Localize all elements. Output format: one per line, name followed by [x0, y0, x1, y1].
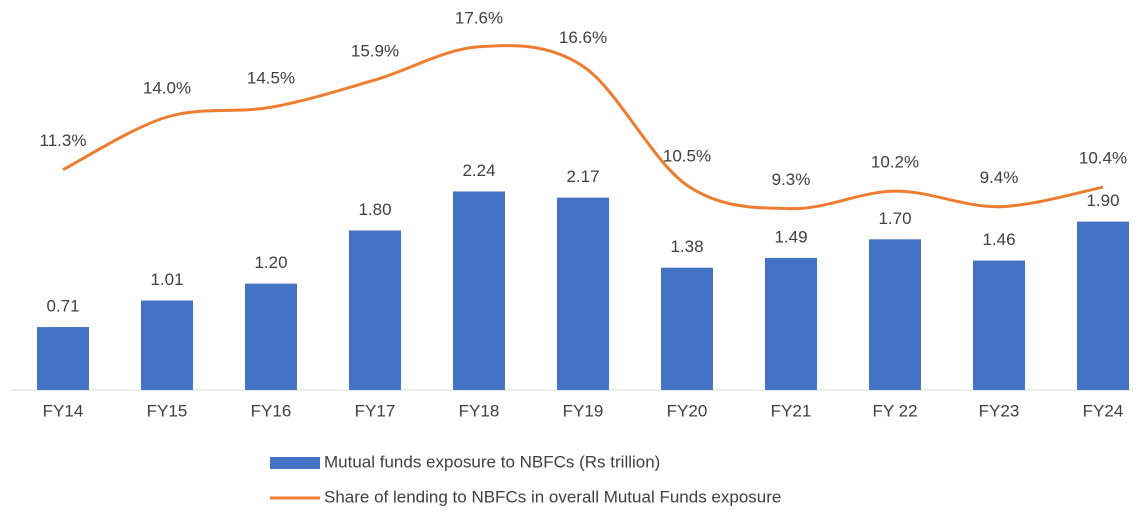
x-tick-label: FY17 [355, 401, 396, 420]
bar-value-label: 2.24 [462, 161, 495, 180]
line-value-label: 11.3% [40, 131, 87, 150]
x-tick-label: FY15 [147, 401, 188, 420]
bar-value-label: 1.70 [878, 209, 911, 228]
bar [349, 230, 401, 390]
x-tick-label: FY16 [251, 401, 292, 420]
bar [765, 257, 817, 390]
line-value-label: 15.9% [351, 41, 399, 60]
bar-value-label: 1.90 [1086, 191, 1119, 210]
bar-value-label: 1.80 [358, 200, 391, 219]
line-value-label: 14.5% [247, 69, 295, 88]
bar-value-label: 1.20 [254, 253, 287, 272]
bar-value-label: 0.71 [46, 297, 79, 316]
line-value-label: 10.5% [663, 147, 711, 166]
bar [973, 260, 1025, 390]
bar [1077, 221, 1129, 390]
legend-label: Share of lending to NBFCs in overall Mut… [324, 487, 781, 506]
line-value-label: 10.4% [1079, 149, 1127, 168]
x-tick-label: FY19 [563, 401, 604, 420]
bar-value-label: 1.38 [670, 237, 703, 256]
line [62, 44, 1104, 211]
bar [141, 300, 193, 390]
legend-label: Mutual funds exposure to NBFCs (Rs trill… [324, 452, 660, 471]
line-value-label: 9.4% [980, 168, 1019, 187]
bar-value-label: 2.17 [566, 167, 599, 186]
x-tick-label: FY 22 [872, 401, 917, 420]
x-tick-label: FY20 [667, 401, 708, 420]
bar [37, 327, 89, 390]
x-tick-label: FY18 [459, 401, 500, 420]
x-tick-label: FY14 [43, 401, 84, 420]
bar-value-label: 1.46 [982, 230, 1015, 249]
x-tick-label: FY21 [771, 401, 812, 420]
x-tick-label: FY24 [1083, 401, 1124, 420]
line-value-label: 17.6% [455, 8, 503, 27]
bar [661, 267, 713, 390]
line-value-label: 16.6% [559, 28, 607, 47]
bar-value-label: 1.49 [774, 227, 807, 246]
bar [453, 191, 505, 390]
x-tick-label: FY23 [979, 401, 1020, 420]
bar-value-label: 1.01 [150, 270, 183, 289]
line-value-label: 10.2% [871, 153, 919, 172]
bar [557, 197, 609, 390]
bar [245, 283, 297, 390]
legend-swatch [270, 457, 320, 469]
bar [869, 239, 921, 390]
line-value-label: 9.3% [772, 170, 811, 189]
line-value-label: 14.0% [143, 78, 191, 97]
